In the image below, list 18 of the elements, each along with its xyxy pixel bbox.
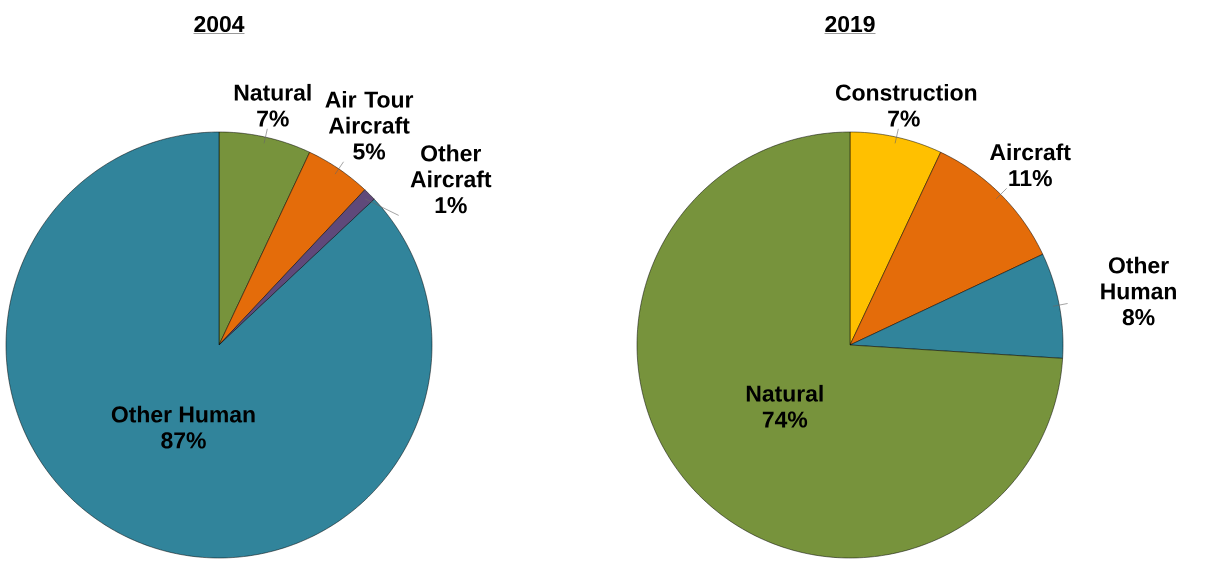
chart-title: 2004 bbox=[194, 15, 245, 33]
data-label: 7% bbox=[888, 110, 920, 127]
data-label: 87% bbox=[161, 432, 206, 449]
data-label: 74% bbox=[762, 411, 808, 428]
slice-label: Construction bbox=[835, 83, 977, 101]
slice-label: Natural bbox=[234, 83, 311, 101]
data-label: 1% bbox=[435, 197, 467, 214]
slice-label: Aircraft bbox=[990, 143, 1071, 161]
slice-label: Other Aircraft bbox=[410, 144, 492, 188]
chart-title: 2019 bbox=[825, 15, 875, 33]
data-label: 5% bbox=[353, 143, 386, 160]
slice-label: Other Human bbox=[1101, 256, 1176, 300]
slice-label: Other Human bbox=[111, 405, 255, 423]
data-label: 8% bbox=[1122, 309, 1155, 326]
data-label: 11% bbox=[1009, 170, 1052, 187]
data-label: 7% bbox=[257, 110, 289, 127]
slice-label: Natural bbox=[746, 384, 823, 402]
slice-label: Air Tour Aircraft bbox=[325, 90, 414, 134]
